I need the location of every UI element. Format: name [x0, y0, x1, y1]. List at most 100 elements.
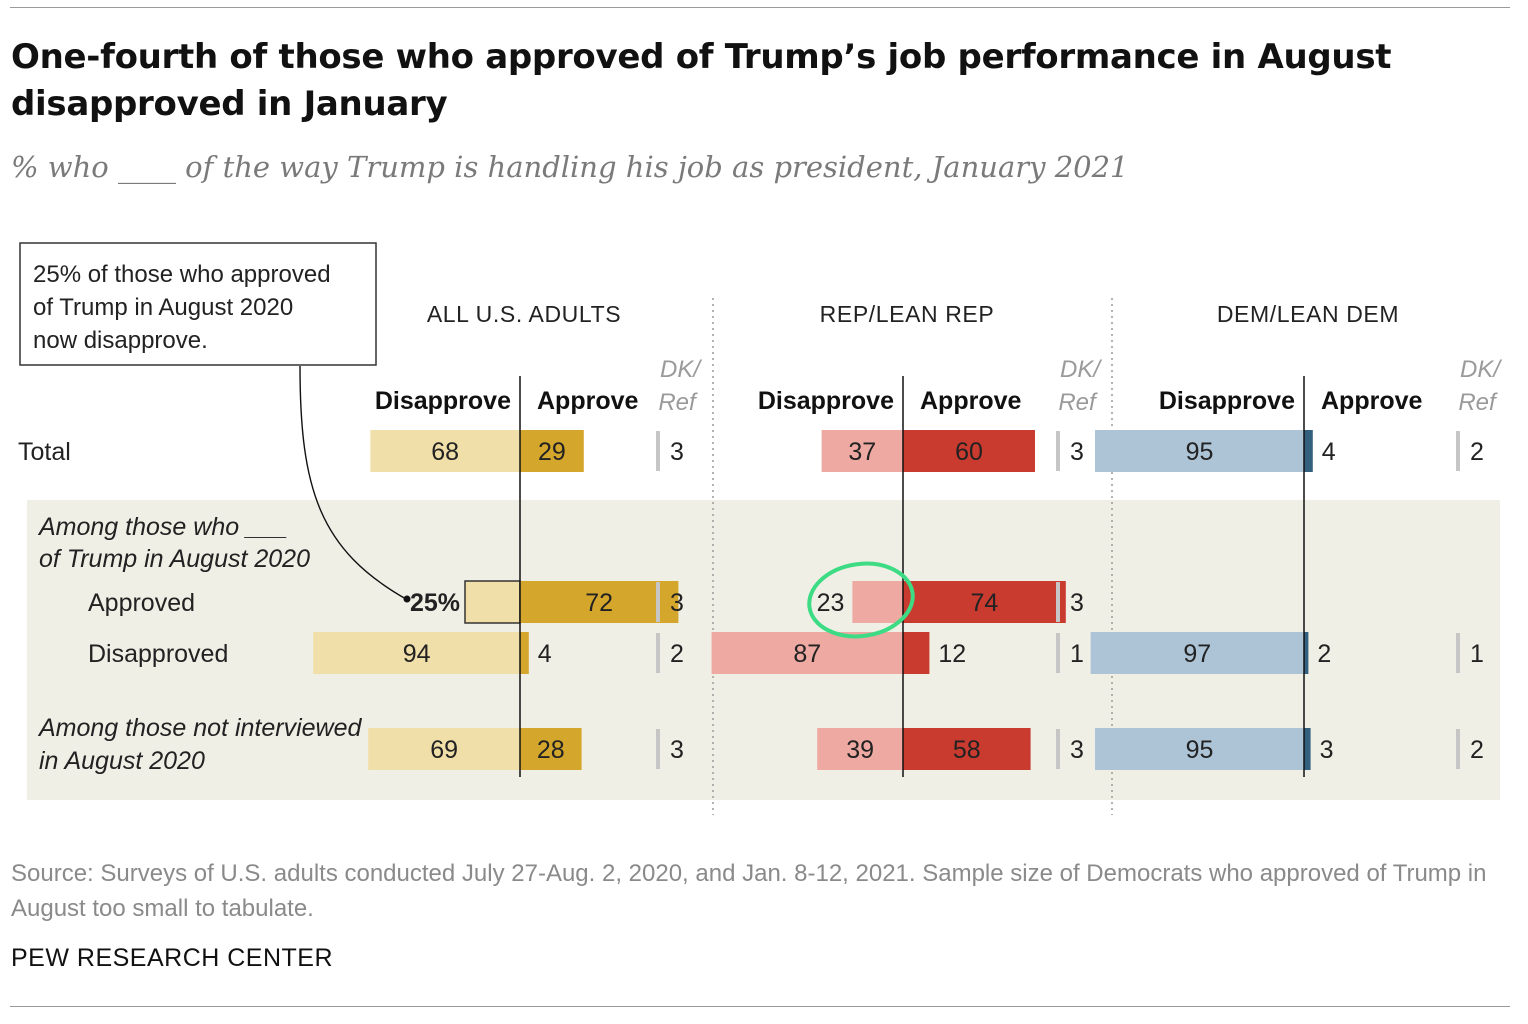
label-approve-dem-2: 2 [1317, 640, 1331, 668]
label-dkref-rep-2: 1 [1070, 640, 1084, 668]
label-dkref-all-1: 3 [670, 589, 684, 617]
chart-subtitle: % who ____ of the way Trump is handling … [11, 150, 1129, 184]
highlight-circle [807, 561, 915, 639]
section-label-line2: of Trump in August 2020 [39, 545, 310, 573]
bar-approve-rep-1 [903, 581, 1066, 623]
bar-dkref-all-1 [656, 582, 660, 622]
label-dkref-rep-0: 3 [1070, 438, 1084, 466]
label-disapprove-all-1: 25% [410, 589, 460, 617]
bar-dkref-rep-0 [1056, 431, 1060, 471]
label-approve-rep-1: 74 [970, 589, 998, 617]
col-header-dkref-top-dem: DK/ [1460, 356, 1502, 383]
bar-approve-all-3 [520, 728, 582, 770]
group-header-dem: DEM/LEAN DEM [1217, 301, 1399, 327]
bar-disapprove-rep-0 [821, 430, 903, 472]
label-disapprove-rep-3: 39 [846, 736, 874, 764]
label-approve-dem-3: 3 [1320, 736, 1334, 764]
bar-disapprove-rep-3 [817, 728, 903, 770]
bar-disapprove-all-1 [464, 580, 521, 624]
bar-dkref-all-3 [656, 729, 660, 769]
source-note: Source: Surveys of U.S. adults conducted… [11, 860, 1487, 922]
label-disapprove-all-3: 69 [430, 736, 458, 764]
bar-disapprove-dem-0 [1095, 430, 1304, 472]
label-disapprove-all-2: 94 [403, 640, 431, 668]
bar-dkref-all-2 [656, 633, 660, 673]
label-dkref-all-3: 3 [670, 736, 684, 764]
bar-approve-rep-2 [903, 632, 930, 674]
label-dkref-dem-0: 2 [1470, 438, 1484, 466]
label-dkref-dem-2: 1 [1470, 640, 1484, 668]
label-dkref-rep-3: 3 [1070, 736, 1084, 764]
bar-dkref-all-0 [656, 431, 660, 471]
group-header-all: ALL U.S. ADULTS [427, 301, 621, 327]
row-label-not-interviewed-line2: in August 2020 [39, 747, 205, 775]
annotation-line-2: of Trump in August 2020 [33, 294, 293, 321]
bar-disapprove-all-0 [370, 430, 520, 472]
top-rule [10, 7, 1510, 8]
col-header-disapprove-dem: Disapprove [1159, 387, 1295, 415]
col-header-approve-rep: Approve [920, 387, 1022, 415]
label-disapprove-rep-0: 37 [848, 438, 876, 466]
bar-disapprove-all-2 [313, 632, 520, 674]
bar-dkref-dem-2 [1456, 633, 1460, 673]
row-label-approved: Approved [88, 589, 195, 617]
col-header-dkref-top-rep: DK/ [1060, 356, 1102, 383]
bar-dkref-rep-2 [1056, 633, 1060, 673]
col-header-approve-dem: Approve [1321, 387, 1423, 415]
bar-approve-dem-3 [1304, 728, 1311, 770]
col-header-approve-all: Approve [537, 387, 639, 415]
chart-title: One-fourth of those who approved of Trum… [11, 37, 1392, 124]
bottom-rule [10, 1006, 1510, 1007]
label-disapprove-rep-2: 87 [793, 640, 821, 668]
bar-disapprove-dem-3 [1095, 728, 1304, 770]
label-approve-dem-0: 4 [1322, 438, 1336, 466]
section-label-line1: Among those who ___ [37, 513, 288, 541]
bar-approve-dem-0 [1304, 430, 1313, 472]
bar-approve-all-1 [520, 581, 679, 623]
label-disapprove-dem-3: 95 [1186, 736, 1214, 764]
bar-dkref-dem-3 [1456, 729, 1460, 769]
label-disapprove-dem-2: 97 [1183, 640, 1211, 668]
col-header-disapprove-all: Disapprove [375, 387, 511, 415]
label-disapprove-all-0: 68 [431, 438, 459, 466]
annotation-box [19, 242, 377, 366]
bar-dkref-rep-1 [1056, 582, 1060, 622]
bar-approve-dem-2 [1304, 632, 1309, 674]
label-approve-all-3: 28 [537, 736, 565, 764]
bar-dkref-rep-3 [1056, 729, 1060, 769]
label-approve-rep-3: 58 [953, 736, 981, 764]
label-dkref-dem-3: 2 [1470, 736, 1484, 764]
annotation-line-1: 25% of those who approved [33, 261, 331, 288]
bar-disapprove-rep-2 [711, 632, 903, 674]
group-header-rep: REP/LEAN REP [820, 301, 995, 327]
diverging-bar-chart: ALL U.S. ADULTS Disapprove Approve DK/Ref RE… [18, 242, 1502, 815]
row-label-not-interviewed-line1: Among those not interviewed [37, 714, 363, 742]
col-header-disapprove-rep: Disapprove [758, 387, 894, 415]
row-label-total: Total [18, 438, 71, 466]
annotation-dot [403, 595, 411, 603]
row-label-disapproved: Disapproved [88, 640, 228, 668]
bar-disapprove-dem-2 [1090, 632, 1304, 674]
label-approve-all-0: 29 [538, 438, 566, 466]
label-approve-all-1: 72 [585, 589, 613, 617]
bar-approve-rep-3 [903, 728, 1031, 770]
label-approve-rep-2: 12 [938, 640, 966, 668]
label-disapprove-dem-0: 95 [1186, 438, 1214, 466]
bar-approve-all-0 [520, 430, 584, 472]
bar-approve-all-2 [520, 632, 529, 674]
col-header-dkref-top-all: DK/ [660, 356, 702, 383]
col-header-dkref-bottom-dem: Ref [1458, 389, 1498, 416]
label-approve-all-2: 4 [538, 640, 552, 668]
bar-disapprove-rep-1 [852, 581, 903, 623]
label-dkref-all-2: 2 [670, 640, 684, 668]
label-disapprove-rep-1: 23 [817, 589, 845, 617]
col-header-dkref-bottom-all: Ref [658, 389, 698, 416]
bar-approve-rep-0 [903, 430, 1035, 472]
label-dkref-rep-1: 3 [1070, 589, 1084, 617]
col-header-dkref-bottom-rep: Ref [1058, 389, 1098, 416]
credit-line: PEW RESEARCH CENTER [11, 944, 334, 972]
bar-dkref-dem-0 [1456, 431, 1460, 471]
annotation-line-3: now disapprove. [33, 327, 208, 354]
label-approve-rep-0: 60 [955, 438, 983, 466]
annotation-connector [299, 365, 407, 600]
